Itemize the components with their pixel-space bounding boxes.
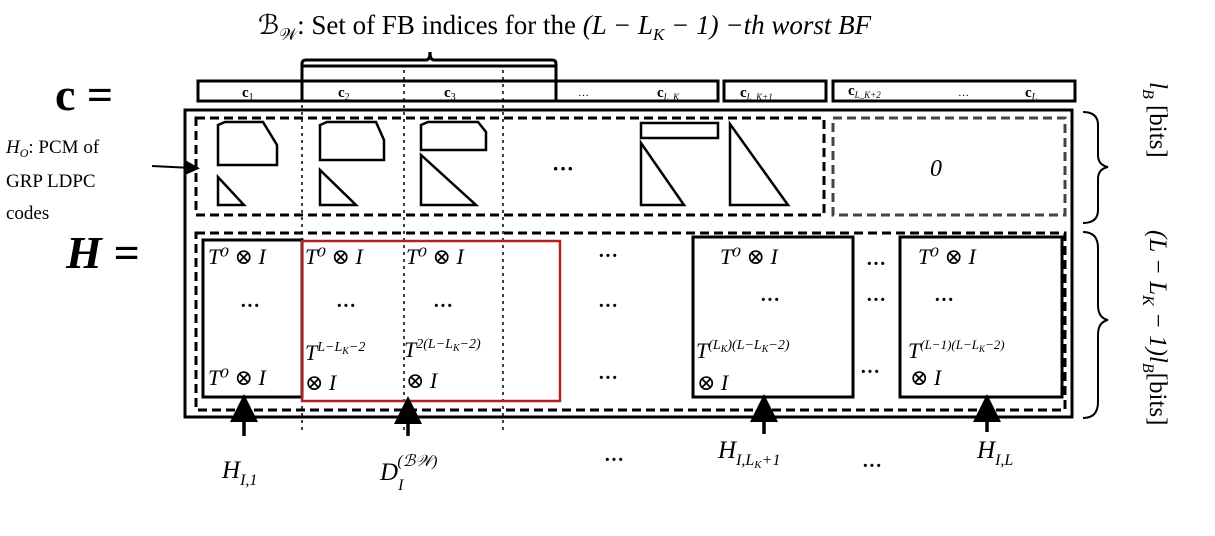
svg-text:T⁰ ⊗ I: T⁰ ⊗ I: [918, 244, 977, 269]
svg-text:GRP LDPC: GRP LDPC: [6, 171, 96, 192]
svg-text:HO: PCM of: HO: PCM of: [5, 137, 100, 160]
svg-text:···: ···: [866, 253, 886, 275]
label-h-ilk1: HI,LK+1: [717, 437, 780, 471]
svg-text:TL−LK−2: TL−LK−2: [305, 340, 365, 365]
svg-text:···: ···: [604, 449, 624, 471]
svg-text:T⁰ ⊗ I: T⁰ ⊗ I: [720, 244, 779, 269]
ho-ellipsis: ···: [552, 156, 574, 181]
bottom-labels: HI,1 DI(ℬ𝒲) ··· HI,LK+1 ··· HI,L: [221, 437, 1013, 494]
title: ℬ𝒲: Set of FB indices for the (L − LK − …: [258, 10, 872, 44]
svg-text:⊗ I: ⊗ I: [697, 370, 730, 395]
triangle-shape: [728, 120, 791, 207]
staircase-shape: [419, 120, 488, 152]
label-d-i: DI(ℬ𝒲): [379, 453, 437, 494]
svg-text:T⁰ ⊗ I: T⁰ ⊗ I: [305, 244, 364, 269]
svg-text:···: ···: [598, 295, 618, 317]
label-l-lk-bits: (L − LK − 1)lB[bits]: [1139, 230, 1171, 425]
svg-text:···: ···: [598, 367, 618, 389]
block-ellipses: ··· ··· ··· ··· ··· ··· ··· ··· ··· ··· …: [240, 245, 954, 389]
ho-shapes: [216, 120, 791, 207]
block-d-i-highlight: [300, 239, 562, 403]
svg-text:···: ···: [598, 245, 618, 267]
svg-text:···: ···: [866, 289, 886, 311]
staircase-shape: [216, 120, 279, 167]
staircase-shape: [318, 120, 386, 162]
svg-text:···: ···: [336, 295, 356, 317]
block-arrows: [230, 394, 1001, 436]
svg-text:···: ···: [860, 361, 880, 383]
codeword-vector: [196, 64, 1077, 103]
top-brace: [300, 51, 558, 70]
triangle-shape: [419, 152, 480, 207]
codeword-c3: c3: [444, 85, 456, 103]
svg-text:⊗ I: ⊗ I: [406, 368, 439, 393]
c-label: c =: [55, 69, 113, 120]
svg-text:···: ···: [240, 295, 260, 317]
codeword-ellipsis: …: [578, 87, 589, 99]
svg-text:···: ···: [934, 289, 954, 311]
rectangle-shape: [639, 121, 720, 140]
triangle-shape: [639, 139, 687, 207]
svg-text:T(LK)(L−LK−2): T(LK)(L−LK−2): [696, 338, 790, 363]
codeword-cl: cL: [1025, 85, 1038, 103]
h-matrix-box: [183, 108, 1074, 419]
triangle-shape: [216, 173, 247, 207]
ho-arrow: [151, 159, 200, 176]
label-h-il: HI,L: [976, 437, 1013, 469]
block-entries: T⁰ ⊗ I T⁰ ⊗ I T⁰ ⊗ I T⁰ ⊗ I T⁰ ⊗ I T⁰ ⊗ …: [208, 244, 1005, 395]
codeword-c1: c1: [242, 85, 254, 103]
label-h-i1: HI,1: [221, 457, 257, 489]
ho-annotation: HO: PCM of GRP LDPC codes: [5, 137, 100, 224]
codeword-labels: c1 c2 c3 … cL_K cL_K+1 cL_K+2 … cL: [242, 83, 1038, 103]
codeword-c2: c2: [338, 85, 350, 103]
svg-text:codes: codes: [6, 203, 49, 224]
svg-text:⊗ I: ⊗ I: [910, 365, 943, 390]
svg-text:T⁰ ⊗ I: T⁰ ⊗ I: [406, 244, 465, 269]
brace-lb: [1082, 111, 1109, 224]
svg-text:···: ···: [862, 455, 882, 477]
svg-text:T⁰ ⊗ I: T⁰ ⊗ I: [208, 365, 267, 390]
triangle-shape: [318, 167, 360, 207]
codeword-clk2: cL_K+2: [848, 83, 881, 100]
svg-text:T(L−1)(L−LK−2): T(L−1)(L−LK−2): [908, 337, 1005, 363]
svg-text:T⁰ ⊗ I: T⁰ ⊗ I: [208, 244, 267, 269]
svg-text:···: ···: [433, 295, 453, 317]
codeword-clk: cL_K: [657, 85, 680, 102]
svg-text:⊗ I: ⊗ I: [305, 370, 338, 395]
svg-text:···: ···: [760, 289, 780, 311]
label-lb-bits: lB [bits]: [1139, 82, 1171, 158]
hi-region: [194, 231, 1067, 412]
codeword-clk1: cL_K+1: [740, 85, 773, 102]
svg-text:T2(L−LK−2): T2(L−LK−2): [404, 337, 481, 362]
codeword-ellipsis-2: …: [958, 87, 969, 99]
brace-l-lk: [1082, 231, 1109, 419]
zero-block: 0: [930, 156, 942, 182]
zero-region: [831, 116, 1067, 217]
h-label: H =: [65, 227, 140, 278]
